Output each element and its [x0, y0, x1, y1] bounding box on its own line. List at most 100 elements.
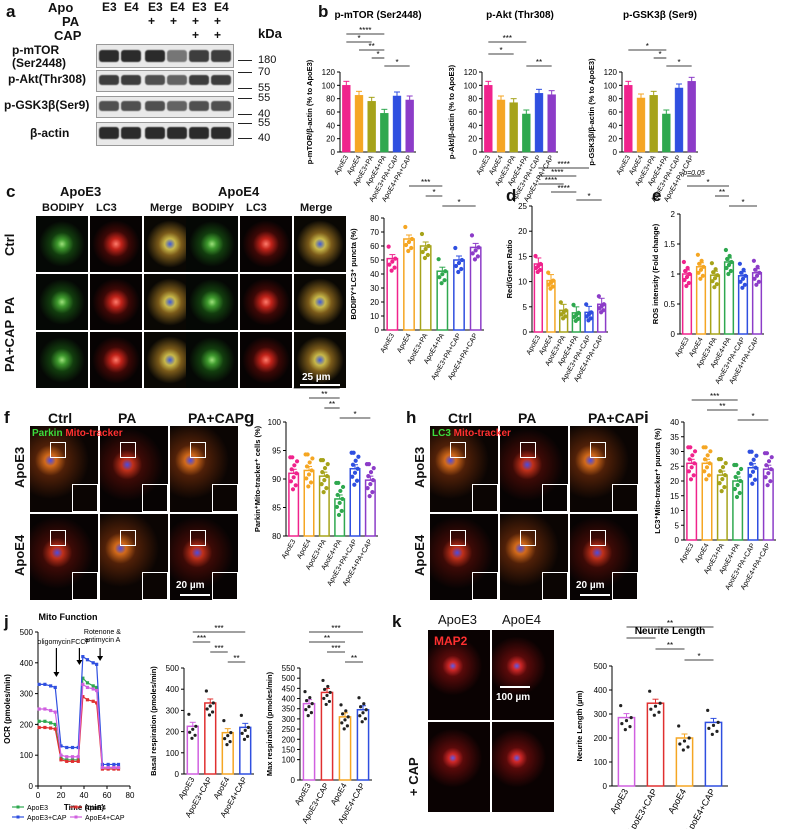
y-tick-label: 2	[671, 210, 676, 219]
data-point	[243, 728, 247, 732]
data-point	[658, 701, 662, 705]
data-point	[366, 474, 371, 479]
data-point	[442, 278, 447, 283]
x-tick-label: ApoE4	[694, 542, 711, 564]
data-point	[711, 723, 716, 728]
y-tick-label: 300	[20, 690, 34, 699]
bar	[662, 113, 671, 153]
data-point	[443, 269, 448, 274]
series-point	[91, 699, 95, 703]
bar	[484, 85, 493, 153]
data-point	[358, 714, 362, 718]
zoom-inset	[542, 572, 568, 600]
data-point	[584, 314, 589, 319]
data-point	[575, 316, 581, 321]
legend-marker	[74, 805, 78, 809]
chart-e: 0 0.5 1 1.5 2 ROS intensity (Fold change) ApoE…	[651, 170, 764, 385]
data-point	[649, 707, 653, 711]
legend-label: ApoE4	[85, 805, 106, 812]
annotation-rotenone: Rotenone & antimycin A	[84, 629, 121, 644]
series-point	[59, 758, 63, 762]
significance-label: *	[677, 58, 680, 67]
series-point	[49, 721, 53, 725]
data-point	[386, 244, 391, 249]
lane-label-pa-2: +	[148, 14, 156, 28]
data-point	[586, 312, 592, 317]
data-point	[725, 256, 730, 262]
blot-band	[145, 50, 165, 62]
blot-band	[211, 101, 231, 111]
y-tick-label: 1	[671, 270, 676, 279]
panel-label-c: c	[6, 182, 16, 201]
blot-band	[121, 127, 141, 139]
annotation-fccp: FCCP	[71, 639, 90, 646]
data-point	[193, 733, 197, 737]
significance-label: ***	[710, 392, 719, 401]
data-point	[768, 479, 773, 484]
data-point	[226, 734, 230, 738]
row-label-pa: PA	[62, 14, 80, 29]
data-point	[406, 239, 412, 245]
x-tick-label: ApoE3+PA	[406, 332, 429, 365]
data-point	[354, 478, 360, 483]
x-tick-label: ApoE4+PA+CAP	[573, 334, 605, 383]
y-tick-label: 0	[473, 148, 478, 157]
lane-label-cap-4: +	[192, 28, 200, 42]
data-point	[752, 276, 757, 281]
chart-g: 80 85 90 95 100 Parkin⁺Mito-tracker⁺ cells (%…	[253, 380, 378, 587]
y-tick-label: 60	[608, 108, 617, 117]
data-point	[686, 445, 691, 450]
data-point	[472, 257, 478, 262]
series-point	[100, 767, 104, 771]
bar	[547, 94, 556, 153]
kda-marker-label: 40	[258, 132, 271, 144]
data-point	[303, 690, 307, 694]
y-tick-label: 100	[20, 751, 34, 760]
data-point	[453, 245, 458, 251]
x-tick-label: 60	[103, 791, 112, 800]
data-point	[677, 724, 681, 728]
y-axis-label: OCR (pmoles/min)	[3, 674, 12, 744]
data-point	[682, 277, 687, 283]
y-tick-label: 400	[20, 659, 34, 668]
data-point	[456, 269, 461, 275]
data-point	[597, 306, 602, 311]
data-point	[240, 731, 244, 735]
inset-box	[450, 530, 466, 546]
scale-bar	[500, 686, 530, 688]
bar	[695, 266, 707, 335]
data-point	[708, 449, 713, 454]
x-tick-label: ApoE4+PA+CAP	[728, 336, 760, 385]
row-label-ctrl: Ctrl	[2, 233, 17, 256]
data-point	[738, 466, 744, 472]
y-tick-label: 50	[370, 256, 379, 265]
kda-marker-label: 70	[258, 66, 271, 78]
blot-band	[167, 101, 187, 111]
data-point	[349, 450, 354, 455]
x-tick-label: ApoE4+CAP	[219, 776, 249, 820]
data-point	[741, 267, 746, 272]
data-point	[748, 461, 754, 466]
data-point	[406, 248, 411, 254]
row-label-apoe4: ApoE4	[12, 534, 27, 576]
series-point	[37, 719, 41, 723]
data-point	[596, 294, 601, 299]
data-point	[704, 477, 709, 482]
data-point	[343, 718, 347, 722]
y-tick-label: 120	[604, 68, 618, 77]
y-tick-label: 450	[282, 684, 296, 693]
series-point	[70, 745, 75, 750]
row-label-apoe3: ApoE3	[412, 446, 427, 488]
series-point	[95, 685, 99, 690]
data-point	[696, 270, 701, 275]
stain-label: LC3 Mito-tracker	[432, 428, 511, 439]
significance-label: *	[741, 198, 744, 207]
data-point	[223, 737, 227, 741]
y-axis-label: Parkin⁺Mito-tracker⁺ cells (%)	[253, 425, 262, 532]
data-point	[689, 465, 694, 470]
data-point	[711, 270, 716, 275]
blot-band	[99, 50, 119, 62]
data-point	[239, 713, 243, 717]
x-tick-label: ApoE4+PA	[710, 336, 733, 369]
zoom-inset	[142, 572, 168, 600]
